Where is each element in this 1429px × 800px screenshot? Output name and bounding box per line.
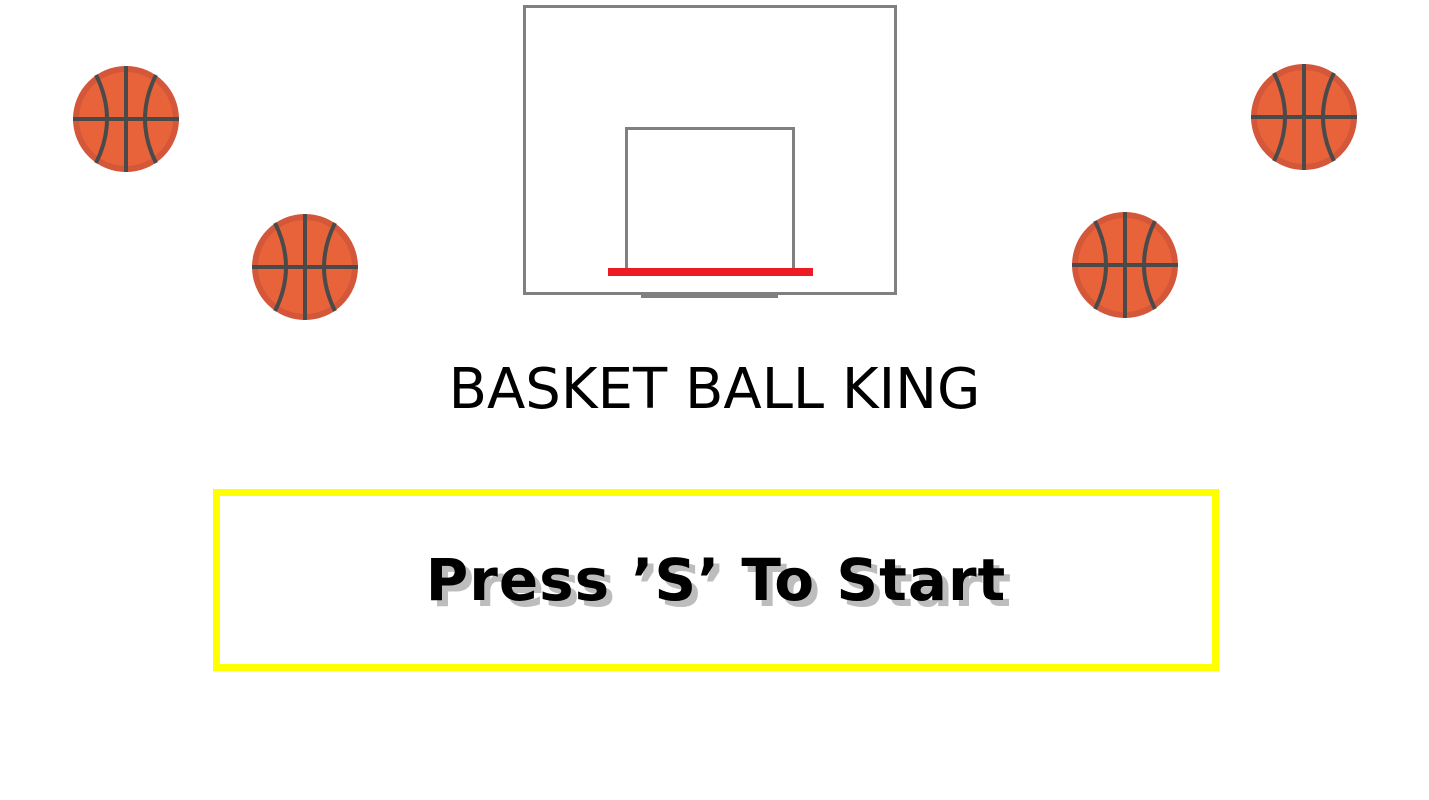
basketball-icon (1250, 63, 1358, 171)
basketball-icon (1071, 211, 1179, 319)
basketball-icon (72, 65, 180, 173)
basketball-graphic (73, 66, 179, 172)
game-title: BASKET BALL KING (448, 357, 981, 422)
basketball-graphic (1251, 64, 1357, 170)
start-prompt-text: Press ’S’ To Start (425, 546, 1007, 614)
basketball-graphic (1072, 212, 1178, 318)
start-prompt-box[interactable]: Press ’S’ To Start (213, 489, 1219, 671)
backboard-mount (641, 292, 778, 298)
backboard-target-square (625, 127, 795, 273)
basketball-graphic (252, 214, 358, 320)
hoop-rim (608, 268, 813, 276)
basketball-icon (251, 213, 359, 321)
